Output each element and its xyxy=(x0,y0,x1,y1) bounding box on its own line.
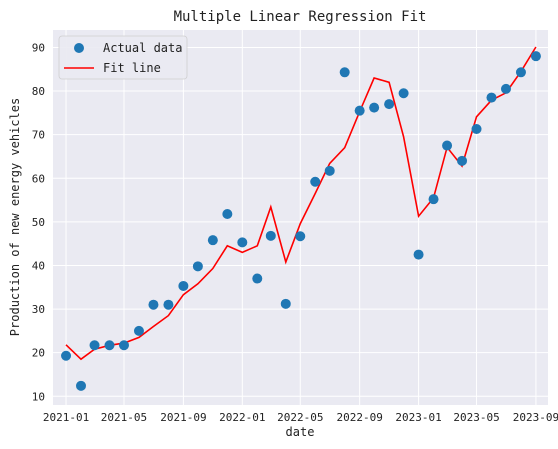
data-point xyxy=(252,273,263,284)
x-tick-label: 2022-05 xyxy=(277,411,323,424)
data-point xyxy=(265,230,276,241)
fit-line xyxy=(65,46,537,361)
data-point xyxy=(207,235,218,246)
x-tick-label: 2022-01 xyxy=(219,411,265,424)
data-point xyxy=(178,280,189,291)
data-point xyxy=(428,194,439,205)
y-tick-label: 50 xyxy=(32,216,45,229)
x-tick-label: 2021-05 xyxy=(101,411,147,424)
y-axis-label: Production of new energy vehicles xyxy=(8,98,22,336)
y-tick-label: 20 xyxy=(32,347,45,360)
data-point xyxy=(471,123,482,134)
data-point xyxy=(280,298,291,309)
y-tick-label: 30 xyxy=(32,303,45,316)
y-tick-label: 80 xyxy=(32,85,45,98)
y-tick-label: 10 xyxy=(32,390,45,403)
data-point xyxy=(89,340,100,351)
chart-title: Multiple Linear Regression Fit xyxy=(174,9,427,25)
data-point xyxy=(486,92,497,103)
data-point xyxy=(398,88,409,99)
data-point xyxy=(500,83,511,94)
data-point xyxy=(442,140,453,151)
data-point xyxy=(118,340,129,351)
x-tick-label: 2022-09 xyxy=(336,411,382,424)
x-tick-label: 2023-05 xyxy=(453,411,499,424)
data-point xyxy=(295,231,306,242)
data-point xyxy=(192,261,203,272)
actual-data-points xyxy=(61,51,541,391)
data-point xyxy=(324,165,335,176)
legend: Actual data Fit line xyxy=(58,35,188,80)
x-tick-label: 2023-09 xyxy=(513,411,558,424)
legend-label-fit-line: Fit line xyxy=(103,61,161,75)
data-point xyxy=(222,209,233,220)
data-point xyxy=(384,99,395,110)
x-tick-label: 2021-01 xyxy=(43,411,89,424)
data-point xyxy=(104,340,115,351)
data-point xyxy=(413,249,424,260)
data-point xyxy=(310,176,321,187)
legend-marker-actual-data xyxy=(74,43,84,53)
legend-label-actual-data: Actual data xyxy=(103,41,182,55)
data-point xyxy=(354,105,365,116)
data-point xyxy=(61,350,72,361)
data-point xyxy=(237,237,248,248)
data-point xyxy=(163,299,174,310)
y-tick-label: 70 xyxy=(32,129,45,142)
fit-line-layer xyxy=(65,46,537,361)
x-axis-ticks: 2021-01 2021-05 2021-09 2022-01 2022-05 2022-… xyxy=(43,411,558,424)
x-tick-label: 2021-09 xyxy=(160,411,206,424)
data-point xyxy=(133,325,144,336)
data-point xyxy=(76,380,87,391)
y-tick-label: 60 xyxy=(32,172,45,185)
y-tick-label: 90 xyxy=(32,41,45,54)
y-tick-label: 40 xyxy=(32,259,45,272)
x-axis-label: date xyxy=(286,425,315,439)
x-tick-label: 2023-01 xyxy=(395,411,441,424)
y-axis-ticks: 10 20 30 40 50 60 70 80 90 xyxy=(32,41,45,403)
data-point xyxy=(515,67,526,78)
data-point xyxy=(339,67,350,78)
data-point xyxy=(369,102,380,113)
data-point xyxy=(530,51,541,62)
data-point xyxy=(457,155,468,166)
data-point xyxy=(148,299,159,310)
